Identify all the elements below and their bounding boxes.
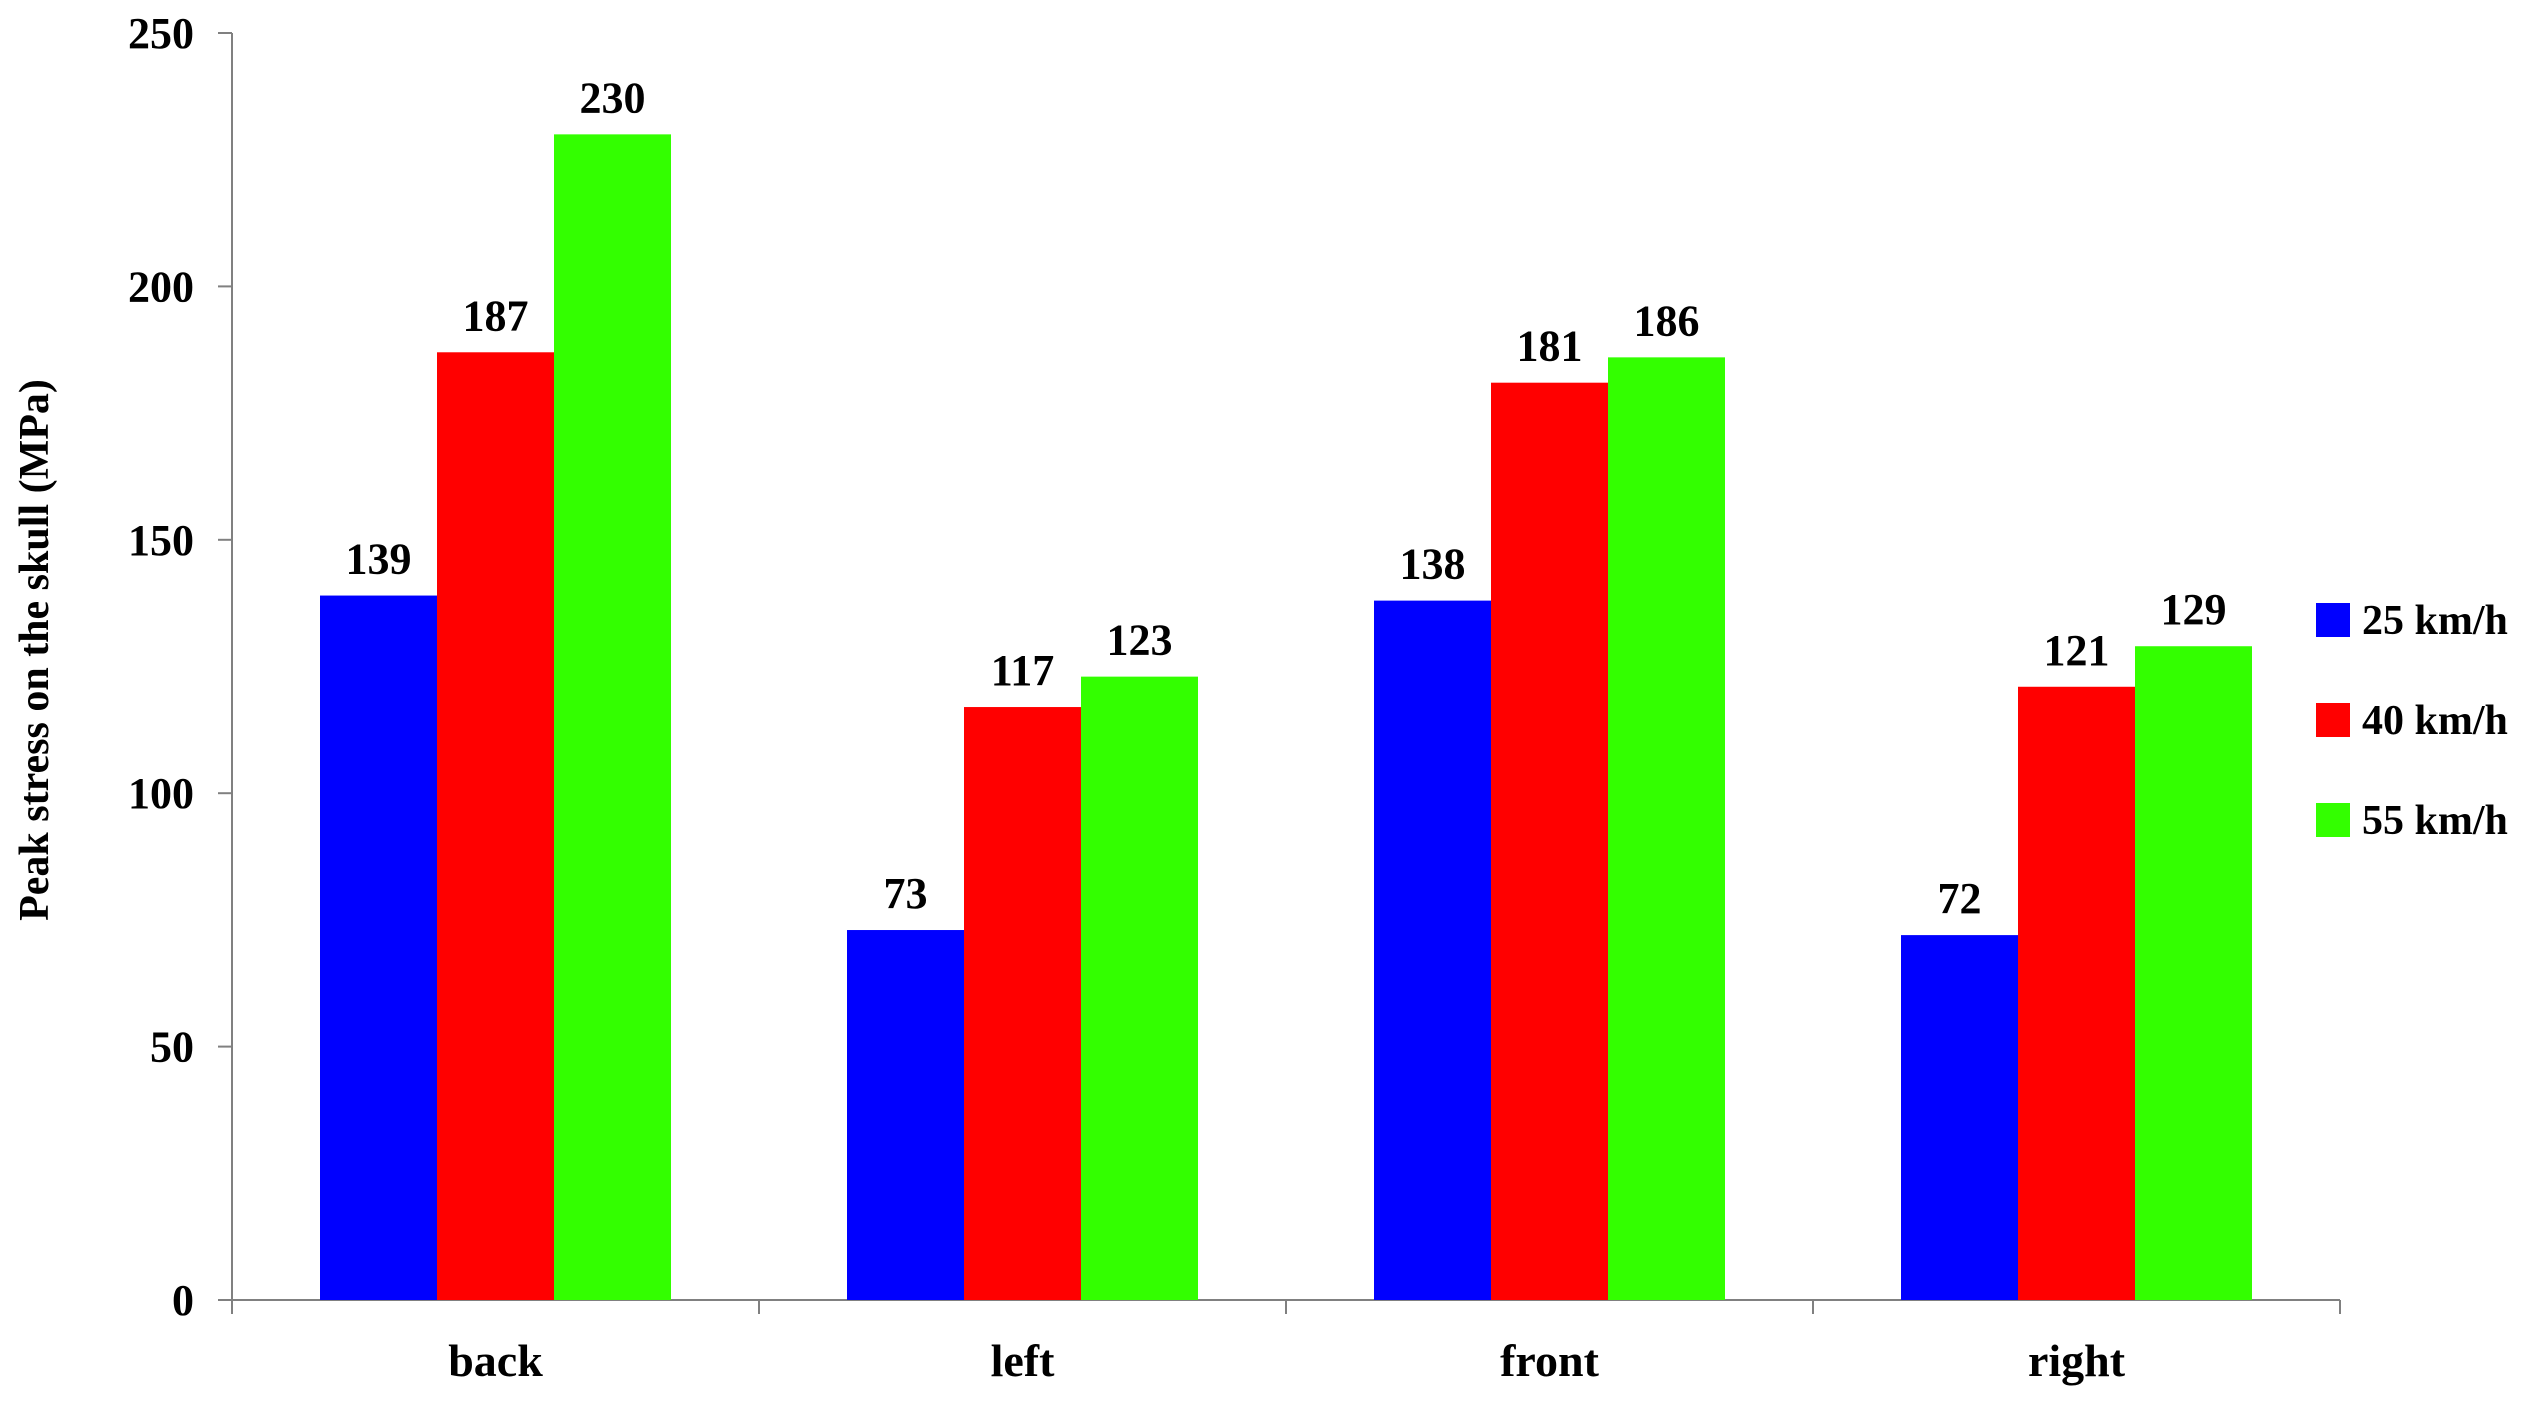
y-tick-label: 150 bbox=[128, 516, 194, 565]
y-tick-label: 100 bbox=[128, 769, 194, 818]
bar-right-55-km-h bbox=[2135, 646, 2252, 1300]
x-tick-label: back bbox=[448, 1335, 543, 1386]
x-tick-label: right bbox=[2028, 1335, 2126, 1386]
bar-right-40-km-h bbox=[2018, 686, 2135, 1300]
data-label: 121 bbox=[2044, 626, 2110, 675]
bar-back-25-km-h bbox=[320, 595, 437, 1300]
y-tick-label: 200 bbox=[128, 262, 194, 311]
data-label: 186 bbox=[1634, 296, 1700, 345]
data-label: 230 bbox=[580, 73, 646, 122]
data-label: 72 bbox=[1938, 874, 1982, 923]
bar-front-55-km-h bbox=[1608, 357, 1725, 1300]
y-axis-label: Peak stress on the skull (MPa) bbox=[12, 379, 58, 921]
x-tick-label: front bbox=[1500, 1335, 1599, 1386]
plot-labels: 139 187 230 back 73 117 123 left 138 181 186 front 7… bbox=[346, 73, 2227, 1386]
y-tick-label: 250 bbox=[128, 9, 194, 58]
bar-front-25-km-h bbox=[1374, 600, 1491, 1300]
y-tick-label: 0 bbox=[172, 1276, 194, 1325]
bar-left-40-km-h bbox=[964, 707, 1081, 1300]
y-tick-label: 50 bbox=[150, 1023, 194, 1072]
bar-left-55-km-h bbox=[1081, 676, 1198, 1300]
legend: 25 km/h 40 km/h 55 km/h bbox=[2316, 598, 2508, 844]
data-label: 187 bbox=[463, 291, 529, 340]
legend-swatch bbox=[2316, 703, 2350, 737]
data-label: 138 bbox=[1400, 540, 1466, 589]
bar-back-55-km-h bbox=[554, 134, 671, 1301]
data-label: 117 bbox=[991, 646, 1055, 695]
legend-label: 25 km/h bbox=[2362, 598, 2508, 644]
legend-label: 55 km/h bbox=[2362, 798, 2508, 844]
data-label: 181 bbox=[1517, 322, 1583, 371]
x-tick-label: left bbox=[991, 1335, 1056, 1386]
bar-left-25-km-h bbox=[847, 930, 964, 1300]
legend-swatch bbox=[2316, 803, 2350, 837]
data-label: 139 bbox=[346, 535, 412, 584]
bar-back-40-km-h bbox=[437, 352, 554, 1300]
data-label: 129 bbox=[2161, 585, 2227, 634]
legend-label: 40 km/h bbox=[2362, 698, 2508, 744]
data-label: 123 bbox=[1107, 616, 1173, 665]
legend-swatch bbox=[2316, 603, 2350, 637]
bar-right-25-km-h bbox=[1901, 935, 2018, 1300]
bar-front-40-km-h bbox=[1491, 382, 1608, 1300]
plot-bars bbox=[320, 134, 2252, 1301]
data-label: 73 bbox=[884, 869, 928, 918]
